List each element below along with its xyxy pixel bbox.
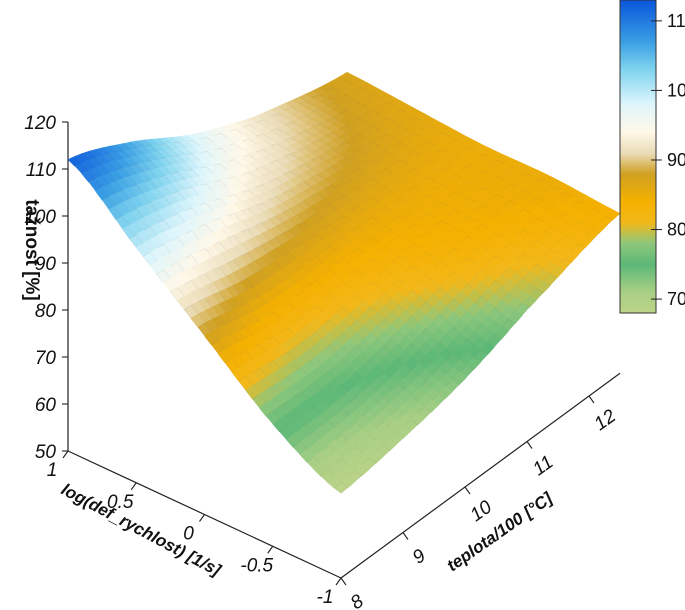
colorbar: 110 100 90 80 70 <box>619 0 685 314</box>
y-tick-mark <box>526 441 533 449</box>
x-tick-mark <box>199 514 205 522</box>
surface-patch <box>340 476 356 489</box>
colorbar-tick-label: 90 <box>667 150 685 170</box>
surface-patch <box>122 224 137 240</box>
colorbar-tick-label: 80 <box>667 220 685 240</box>
z-tick-label: 110 <box>26 160 57 181</box>
y-axis-line <box>340 372 621 579</box>
x-tick-mark <box>267 545 274 554</box>
z-tick-label: 100 <box>24 207 56 228</box>
x-tick-label: 0.5 <box>107 492 134 513</box>
colorbar-gradient <box>619 0 657 314</box>
y-axis-label: teplota/100 [°C] <box>443 488 557 575</box>
z-tick-label: 70 <box>35 348 57 369</box>
colorbar-tick-label: 70 <box>667 289 685 309</box>
x-tick-label: -0.5 <box>240 555 273 576</box>
surface-patch <box>149 260 165 275</box>
y-tick-mark <box>464 486 471 495</box>
y-tick-label: 9 <box>409 545 430 569</box>
x-tick-mark <box>130 482 137 491</box>
y-tick-label: 10 <box>467 497 497 527</box>
colorbar-tick-label: 110 <box>667 11 685 31</box>
y-tick-label: 8 <box>347 591 368 610</box>
surface-patch <box>326 476 342 489</box>
surface-patch <box>217 349 233 364</box>
surface-patch <box>285 434 301 448</box>
y-tick-label: 11 <box>529 452 557 481</box>
z-tick-label: 80 <box>35 301 57 322</box>
y-tick-label: 12 <box>591 406 621 436</box>
surface-patch <box>313 463 328 477</box>
x-axis-label: log(def_rychlost) [1/s] <box>58 480 225 581</box>
x-tick-mark <box>335 577 342 586</box>
colorbar-tick-label: 100 <box>667 80 685 100</box>
x-tick-label: 0 <box>183 524 194 545</box>
z-tick-label: 50 <box>35 442 57 463</box>
x-tick-label: -1 <box>317 587 334 608</box>
x-tick-label: 1 <box>47 460 58 481</box>
surface-patch <box>549 265 565 279</box>
z-tick-label: 60 <box>35 395 57 416</box>
x-tick-mark <box>62 450 69 459</box>
y-tick-mark <box>588 395 595 404</box>
surface-patch <box>591 222 607 234</box>
surface-mesh <box>67 71 621 494</box>
surface-patch <box>333 482 349 494</box>
y-tick-mark <box>340 577 347 586</box>
surface-patch <box>258 402 274 417</box>
z-tick-label: 120 <box>24 113 56 134</box>
surface-patch <box>522 295 537 308</box>
z-tick-label: 90 <box>35 254 57 275</box>
y-tick-mark <box>402 532 409 540</box>
surface-patch <box>94 186 110 201</box>
z-axis-label: tažnost [%] <box>21 199 42 300</box>
